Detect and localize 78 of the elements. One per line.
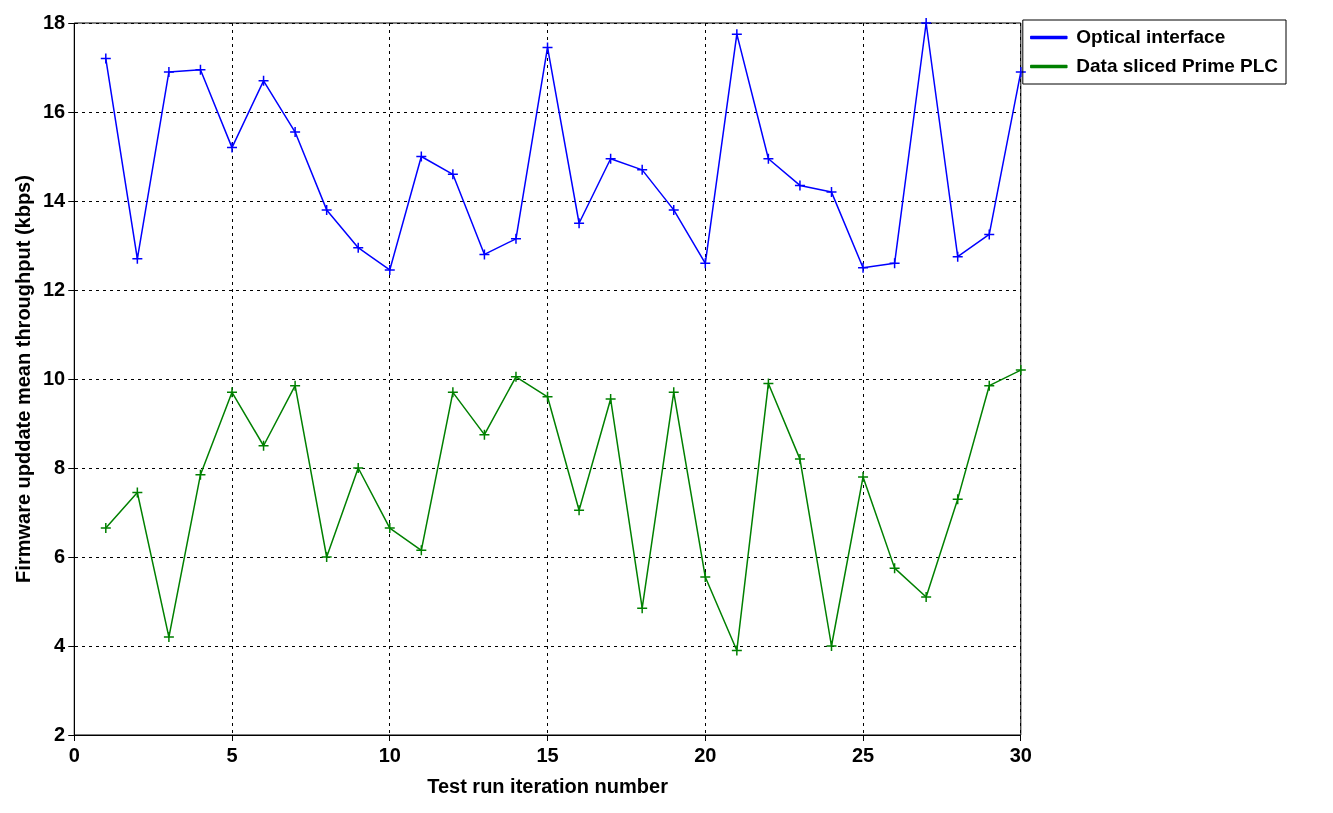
point (888, 562, 901, 574)
point (920, 591, 932, 603)
point (320, 204, 333, 216)
point (415, 544, 428, 557)
point (194, 63, 207, 76)
point (194, 468, 207, 481)
point (289, 379, 301, 392)
point (604, 393, 617, 405)
point (762, 377, 775, 390)
point (257, 75, 270, 87)
point (257, 440, 270, 452)
point (825, 640, 838, 652)
x-tick-label: 20 (694, 743, 717, 766)
point (636, 164, 648, 176)
point (731, 28, 743, 40)
y-tick-label: 12 (43, 277, 66, 300)
point (667, 204, 680, 216)
point (857, 262, 869, 274)
point (1015, 364, 1027, 376)
point (100, 52, 112, 65)
point (384, 522, 396, 534)
point (731, 644, 743, 657)
point (573, 217, 585, 229)
point (352, 462, 364, 474)
point (100, 522, 112, 534)
y-tick-label: 2 (54, 722, 66, 745)
point (131, 486, 144, 499)
point (983, 379, 996, 392)
y-tick-label: 6 (54, 544, 66, 567)
point (163, 631, 175, 643)
y-tick-label: 16 (43, 99, 66, 122)
x-axis-title: Test run iteration number (427, 774, 669, 797)
point (1015, 66, 1027, 78)
point (131, 253, 144, 265)
legend-label: Data sliced Prime PLC (1076, 54, 1279, 76)
point (510, 233, 522, 245)
y-tick-label: 4 (54, 633, 67, 656)
x-tick-label: 0 (68, 743, 80, 766)
y-tick-label: 8 (54, 455, 66, 478)
x-tick-label: 10 (378, 743, 401, 766)
y-axis-title: Firmware upddate mean throughput (kbps) (11, 175, 34, 583)
point (447, 386, 459, 399)
point (478, 248, 491, 261)
y-tick-label: 10 (43, 366, 66, 389)
point (667, 386, 680, 399)
point (510, 371, 522, 383)
point (320, 551, 333, 563)
point (951, 250, 964, 263)
point (447, 168, 459, 181)
point (604, 152, 617, 165)
point (163, 66, 175, 78)
y-tick-label: 14 (43, 188, 67, 211)
point (352, 241, 364, 254)
point (762, 152, 775, 165)
point (541, 391, 554, 403)
point (888, 257, 901, 270)
point (825, 186, 838, 198)
x-tick-label: 5 (226, 743, 238, 766)
point (951, 493, 964, 505)
point (226, 141, 238, 154)
point (384, 264, 396, 276)
legend-label: Optical interface (1076, 25, 1226, 47)
x-tick-label: 30 (1009, 743, 1032, 766)
point (573, 504, 585, 517)
point (699, 257, 712, 270)
point (794, 453, 806, 465)
point (226, 386, 238, 399)
x-tick-label: 25 (851, 743, 875, 766)
point (415, 150, 428, 163)
point (541, 41, 554, 54)
point (478, 428, 491, 441)
point (699, 571, 712, 583)
y-tick-label: 18 (43, 10, 66, 33)
x-tick-label: 15 (536, 743, 559, 766)
point (794, 179, 806, 192)
point (857, 471, 869, 483)
point (983, 228, 996, 241)
point (289, 126, 301, 138)
